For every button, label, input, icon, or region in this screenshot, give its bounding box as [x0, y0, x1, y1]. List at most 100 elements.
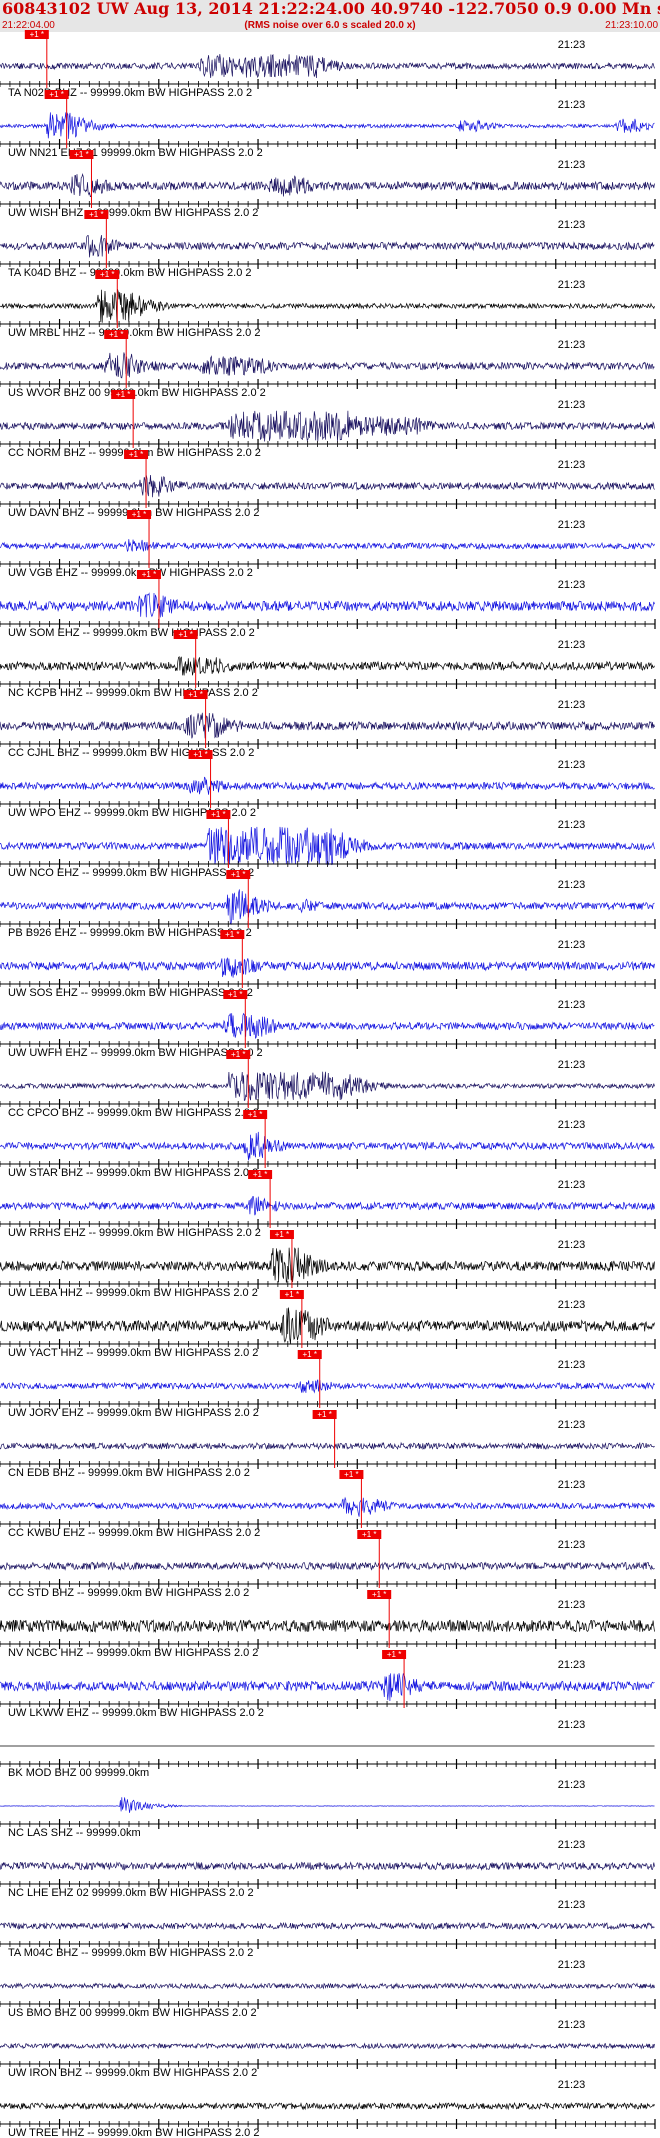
header-band [0, 0, 660, 32]
trace-row: 21:23 UW UWFH EHZ -- 99999.0km BW HIGHPAS… [0, 990, 656, 1059]
start-time: 21:22:04.00 [2, 20, 55, 31]
pick-marker [24, 30, 49, 39]
waveform [0, 172, 655, 198]
trace-row: 21:23 CC CJHL BHZ -- 99999.0km BW HIGHPAS… [0, 690, 656, 759]
trace-row: 21:23 UW YACT HHZ -- 99999.0km BW HIGHPAS… [0, 1290, 656, 1359]
time-label: 21:23 [558, 39, 586, 51]
pick-marker [297, 1350, 322, 1359]
time-label: 21:23 [558, 1899, 586, 1911]
station-label: TA K04D BHZ -- 99999.0km BW HIGHPASS 2.0… [8, 267, 252, 279]
time-label: 21:23 [558, 939, 586, 951]
time-label: 21:23 [558, 459, 586, 471]
station-label: UW RRHS EHZ -- 99999.0km BW HIGHPASS 2.0… [8, 1227, 261, 1239]
trace-row: 21:23 UW NCO EHZ -- 99999.0km BW HIGHPASS… [0, 810, 656, 879]
trace-row: 21:23 UW LKWW EHZ -- 99999.0km BW HIGHPAS… [0, 1650, 656, 1719]
pick-label: +1 * [74, 150, 88, 159]
pick-label: +1 * [387, 1650, 401, 1659]
waveform [0, 1071, 655, 1101]
pick-marker [223, 990, 248, 999]
waveform [0, 474, 655, 498]
pick-marker [243, 1110, 268, 1119]
pick-label: +1 * [211, 810, 225, 819]
time-label: 21:23 [558, 1539, 586, 1551]
pick-marker [95, 270, 120, 279]
trace-row: 21:23 UW STAR BHZ -- 99999.0km BW HIGHPAS… [0, 1110, 656, 1179]
pick-label: +1 * [228, 990, 242, 999]
pick-marker [279, 1290, 304, 1299]
time-label: 21:23 [558, 1719, 586, 1731]
pick-label: +1 * [248, 1110, 262, 1119]
pick-marker [173, 630, 198, 639]
pick-label: +1 * [285, 1290, 299, 1299]
pick-label: +1 * [193, 750, 207, 759]
waveform [0, 1496, 655, 1517]
trace-row: 21:23 TA N02D BHZ -- 99999.0km BW HIGHPAS… [0, 30, 656, 99]
pick-marker [382, 1650, 407, 1659]
waveform [0, 1797, 655, 1813]
waveform [0, 1131, 655, 1161]
time-label: 21:23 [558, 279, 586, 291]
pick-label: +1 * [30, 30, 44, 39]
pick-label: +1 * [302, 1350, 316, 1359]
waveform [0, 826, 655, 866]
time-label: 21:23 [558, 819, 586, 831]
station-label: TA M04C BHZ -- 99999.0km BW HIGHPASS 2.0… [8, 1947, 253, 1959]
time-label: 21:23 [558, 1419, 586, 1431]
trace-row: 21:23 NV NCBC HHZ -- 99999.0km BW HIGHPAS… [0, 1590, 656, 1659]
pick-marker [136, 570, 161, 579]
time-label: 21:23 [558, 1179, 586, 1191]
pick-marker [269, 1230, 294, 1239]
trace-row: 21:23 PB B926 EHZ -- 99999.0km BW HIGHPAS… [0, 870, 656, 939]
trace-group: 21:23 TA N02D BHZ -- 99999.0km BW HIGHPAS… [0, 30, 656, 2138]
station-label: UW YACT HHZ -- 99999.0km BW HIGHPASS 2.0… [8, 1347, 258, 1359]
waveform [0, 1247, 655, 1283]
trace-row: 21:23 UW NN21 EHZ 01 99999.0km BW HIGHPAS… [0, 90, 656, 159]
pick-label: +1 * [142, 570, 156, 579]
station-label: UW LKWW EHZ -- 99999.0km BW HIGHPASS 2.0… [8, 1707, 264, 1719]
station-label: CC KWBU EHZ -- 99999.0km BW HIGHPASS 2.0… [8, 1527, 260, 1539]
time-label: 21:23 [558, 639, 586, 651]
pick-label: +1 * [372, 1590, 386, 1599]
trace-row: 21:23 UW RRHS EHZ -- 99999.0km BW HIGHPAS… [0, 1170, 656, 1239]
trace-row: 21:23 US WVOR BHZ 00 99999.0km BW HIGHPAS… [0, 330, 656, 399]
pick-marker [206, 810, 231, 819]
pick-marker [220, 930, 245, 939]
trace-row: 21:23 UW TREE HHZ -- 99999.0km BW HIGHPAS… [0, 2079, 656, 2138]
time-label: 21:23 [558, 1119, 586, 1131]
station-label: UW NCO EHZ -- 99999.0km BW HIGHPASS 2.0 … [8, 867, 254, 879]
time-label: 21:23 [558, 1479, 586, 1491]
time-label: 21:23 [558, 1959, 586, 1971]
time-label: 21:23 [558, 159, 586, 171]
station-label: BK MOD BHZ 00 99999.0km [8, 1767, 149, 1779]
trace-row: 21:23 CN EDB BHZ -- 99999.0km BW HIGHPASS… [0, 1410, 656, 1479]
waveform [0, 889, 655, 926]
pick-label: +1 * [116, 390, 130, 399]
trace-row: 21:23 UW MRBL HHZ -- 99999.0km BW HIGHPAS… [0, 270, 656, 339]
trace-row: 21:23 NC LHE EHZ 02 99999.0km BW HIGHPASS… [0, 1839, 656, 1899]
station-label: CC STD BHZ -- 99999.0km BW HIGHPASS 2.0 … [8, 1587, 249, 1599]
waveform [0, 111, 655, 139]
pick-marker [44, 90, 69, 99]
station-label: NC LAS SHZ -- 99999.0km [8, 1827, 141, 1839]
waveform [0, 1379, 655, 1394]
trace-row: 21:23 US BMO BHZ 00 99999.0km BW HIGHPASS… [0, 1959, 656, 2019]
station-label: UW JORV EHZ -- 99999.0km BW HIGHPASS 2.0… [8, 1407, 259, 1419]
trace-row: 21:23 UW LEBA HHZ -- 99999.0km BW HIGHPAS… [0, 1230, 656, 1299]
chart-title: 60843102 UW Aug 13, 2014 21:22:24.00 40.… [2, 0, 660, 18]
pick-label: +1 * [231, 1050, 245, 1059]
pick-label: +1 * [109, 330, 123, 339]
time-label: 21:23 [558, 1239, 586, 1251]
chart-subtitle: (RMS noise over 6.0 s scaled 20.0 x) [244, 20, 415, 31]
time-label: 21:23 [558, 99, 586, 111]
station-label: CN EDB BHZ -- 99999.0km BW HIGHPASS 2.0 … [8, 1467, 250, 1479]
time-label: 21:23 [558, 1659, 586, 1671]
trace-row: 21:23 UW JORV EHZ -- 99999.0km BW HIGHPAS… [0, 1350, 656, 1419]
time-label: 21:23 [558, 1599, 586, 1611]
pick-marker [104, 330, 129, 339]
pick-marker [124, 450, 149, 459]
pick-marker [226, 1050, 251, 1059]
station-label: UW IRON BHZ -- 99999.0km BW HIGHPASS 2.0… [8, 2067, 257, 2079]
waveform [0, 1619, 655, 1634]
trace-row: 21:23 NC KCPB HHZ -- 99999.0km BW HIGHPAS… [0, 630, 656, 699]
